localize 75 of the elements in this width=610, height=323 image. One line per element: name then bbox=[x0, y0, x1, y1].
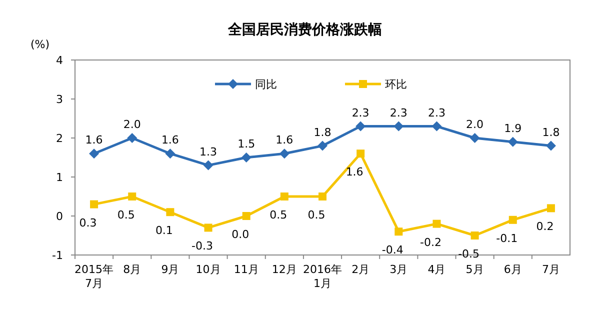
y-axis-title: (%) bbox=[30, 38, 50, 51]
x-tick-label: 8月 bbox=[123, 263, 142, 276]
point bbox=[546, 140, 556, 151]
point bbox=[432, 220, 441, 228]
point bbox=[470, 133, 480, 143]
point bbox=[166, 208, 174, 216]
point bbox=[318, 140, 328, 151]
data-label: 1.6 bbox=[276, 134, 294, 147]
data-label: 2.0 bbox=[123, 118, 141, 131]
x-tick-label: 4月 bbox=[428, 263, 446, 276]
data-label: 1.6 bbox=[85, 134, 103, 147]
x-tick-label: 7月 bbox=[542, 263, 560, 276]
point bbox=[89, 148, 100, 159]
point bbox=[394, 228, 403, 236]
data-label: 1.9 bbox=[504, 122, 522, 135]
data-label: 0.1 bbox=[155, 224, 173, 238]
y-tick-label: 4 bbox=[56, 54, 63, 67]
point bbox=[127, 133, 138, 143]
data-label: 1.6 bbox=[161, 134, 179, 147]
point bbox=[241, 152, 252, 162]
point bbox=[280, 192, 288, 200]
point bbox=[203, 160, 214, 170]
chart-title: 全国居民消费价格涨跌幅 bbox=[227, 22, 382, 38]
data-label: 1.6 bbox=[346, 166, 364, 179]
y-tick-label: 3 bbox=[56, 93, 63, 106]
y-tick-label: -1 bbox=[52, 249, 63, 262]
data-label: -0.4 bbox=[382, 244, 404, 257]
point bbox=[279, 148, 290, 159]
point bbox=[204, 224, 212, 232]
data-label: 0.5 bbox=[117, 208, 135, 222]
data-label: 2.0 bbox=[466, 118, 484, 131]
point bbox=[90, 200, 98, 208]
data-label: 1.8 bbox=[314, 126, 332, 139]
data-label: 0.5 bbox=[308, 208, 326, 222]
data-label: 0.5 bbox=[270, 208, 288, 222]
point bbox=[318, 192, 326, 200]
point bbox=[165, 148, 176, 159]
data-label: 2.3 bbox=[390, 106, 408, 120]
x-tick-label: 2月 bbox=[352, 263, 370, 276]
x-tick-label: 11月 bbox=[234, 263, 259, 276]
x-tick-label: 5月 bbox=[466, 263, 484, 276]
x-tick-label: 2016年 1月 bbox=[303, 263, 342, 290]
data-label: 2.3 bbox=[428, 106, 446, 120]
data-label: -0.3 bbox=[192, 240, 214, 253]
y-tick-label: 1 bbox=[56, 171, 63, 184]
data-label: 1.3 bbox=[200, 145, 218, 158]
data-label: -0.1 bbox=[496, 232, 518, 245]
x-tick-label: 9月 bbox=[161, 263, 180, 276]
data-label: 0.2 bbox=[536, 220, 554, 234]
point bbox=[356, 121, 366, 132]
data-label: 0.0 bbox=[232, 228, 250, 241]
point bbox=[432, 121, 442, 132]
x-tick-label: 12月 bbox=[272, 263, 297, 276]
point bbox=[356, 150, 365, 158]
data-label: 1.8 bbox=[542, 126, 560, 139]
point bbox=[508, 216, 517, 224]
y-tick-label: 0 bbox=[56, 210, 63, 223]
legend-label: 同比 bbox=[255, 78, 277, 91]
point bbox=[546, 204, 555, 212]
point bbox=[508, 136, 518, 147]
x-tick-label: 2015年 7月 bbox=[74, 263, 114, 290]
data-label: -0.2 bbox=[420, 236, 442, 249]
point bbox=[242, 212, 250, 220]
x-tick-label: 3月 bbox=[390, 263, 408, 276]
data-label: 1.5 bbox=[238, 138, 256, 150]
data-label: 2.3 bbox=[352, 106, 370, 120]
legend-label: 环比 bbox=[385, 78, 407, 91]
data-label: -0.5 bbox=[458, 248, 480, 260]
y-tick-label: 2 bbox=[56, 132, 63, 145]
point bbox=[128, 192, 136, 200]
point bbox=[470, 232, 479, 240]
x-tick-label: 10月 bbox=[196, 263, 221, 276]
x-tick-label: 6月 bbox=[504, 263, 522, 276]
point bbox=[394, 121, 404, 132]
data-label: 0.3 bbox=[79, 216, 97, 230]
